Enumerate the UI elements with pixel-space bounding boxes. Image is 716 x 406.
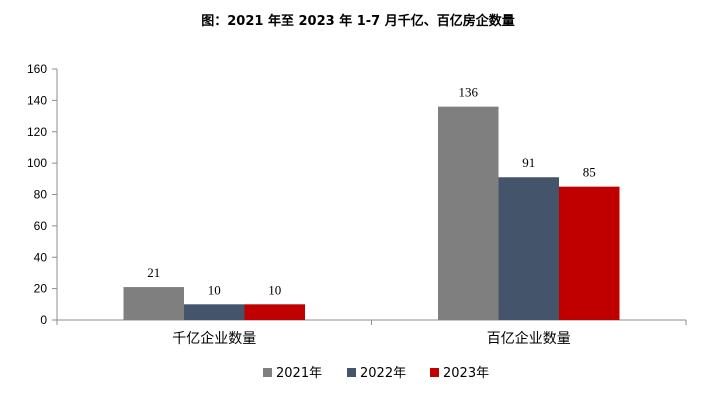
legend-label: 2021年 (276, 366, 322, 381)
bar (498, 177, 559, 320)
legend-label: 2023年 (443, 366, 489, 381)
data-label: 10 (268, 282, 281, 297)
data-label: 10 (208, 282, 221, 297)
y-axis: 0 20 40 60 80 100 120 140 160 (27, 62, 58, 327)
legend-swatch (263, 368, 272, 377)
y-tick-label: 40 (34, 250, 48, 264)
legend: 2021年 2022年 2023年 (263, 366, 489, 381)
data-label: 21 (147, 265, 160, 280)
y-tick-label: 140 (27, 93, 47, 107)
bar (438, 106, 499, 321)
y-tick-label: 20 (34, 282, 48, 296)
y-tick-label: 120 (27, 125, 47, 139)
x-category-label: 千亿企业数量 (172, 330, 256, 347)
bar (559, 186, 620, 320)
legend-swatch (347, 368, 356, 377)
data-label: 136 (459, 85, 479, 100)
x-category-label: 百亿企业数量 (487, 330, 571, 347)
y-tick-label: 80 (34, 188, 48, 202)
x-axis: 千亿企业数量 百亿企业数量 (56, 319, 687, 347)
bars-group: 21 10 10 136 91 85 (123, 85, 620, 321)
y-tick-label: 0 (40, 313, 47, 327)
bar (123, 287, 184, 320)
bar (184, 304, 245, 320)
data-label: 91 (522, 155, 535, 170)
legend-label: 2022年 (360, 366, 406, 381)
bar (244, 304, 305, 320)
y-tick-label: 100 (27, 156, 47, 170)
legend-swatch (430, 368, 439, 377)
chart-title: 图：2021 年至 2023 年 1-7 月千亿、百亿房企数量 (201, 14, 515, 29)
data-label: 85 (583, 165, 596, 180)
y-tick-label: 60 (34, 219, 48, 233)
y-tick-label: 160 (27, 62, 47, 76)
